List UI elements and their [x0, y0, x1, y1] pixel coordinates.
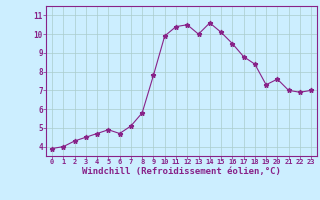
X-axis label: Windchill (Refroidissement éolien,°C): Windchill (Refroidissement éolien,°C)	[82, 167, 281, 176]
